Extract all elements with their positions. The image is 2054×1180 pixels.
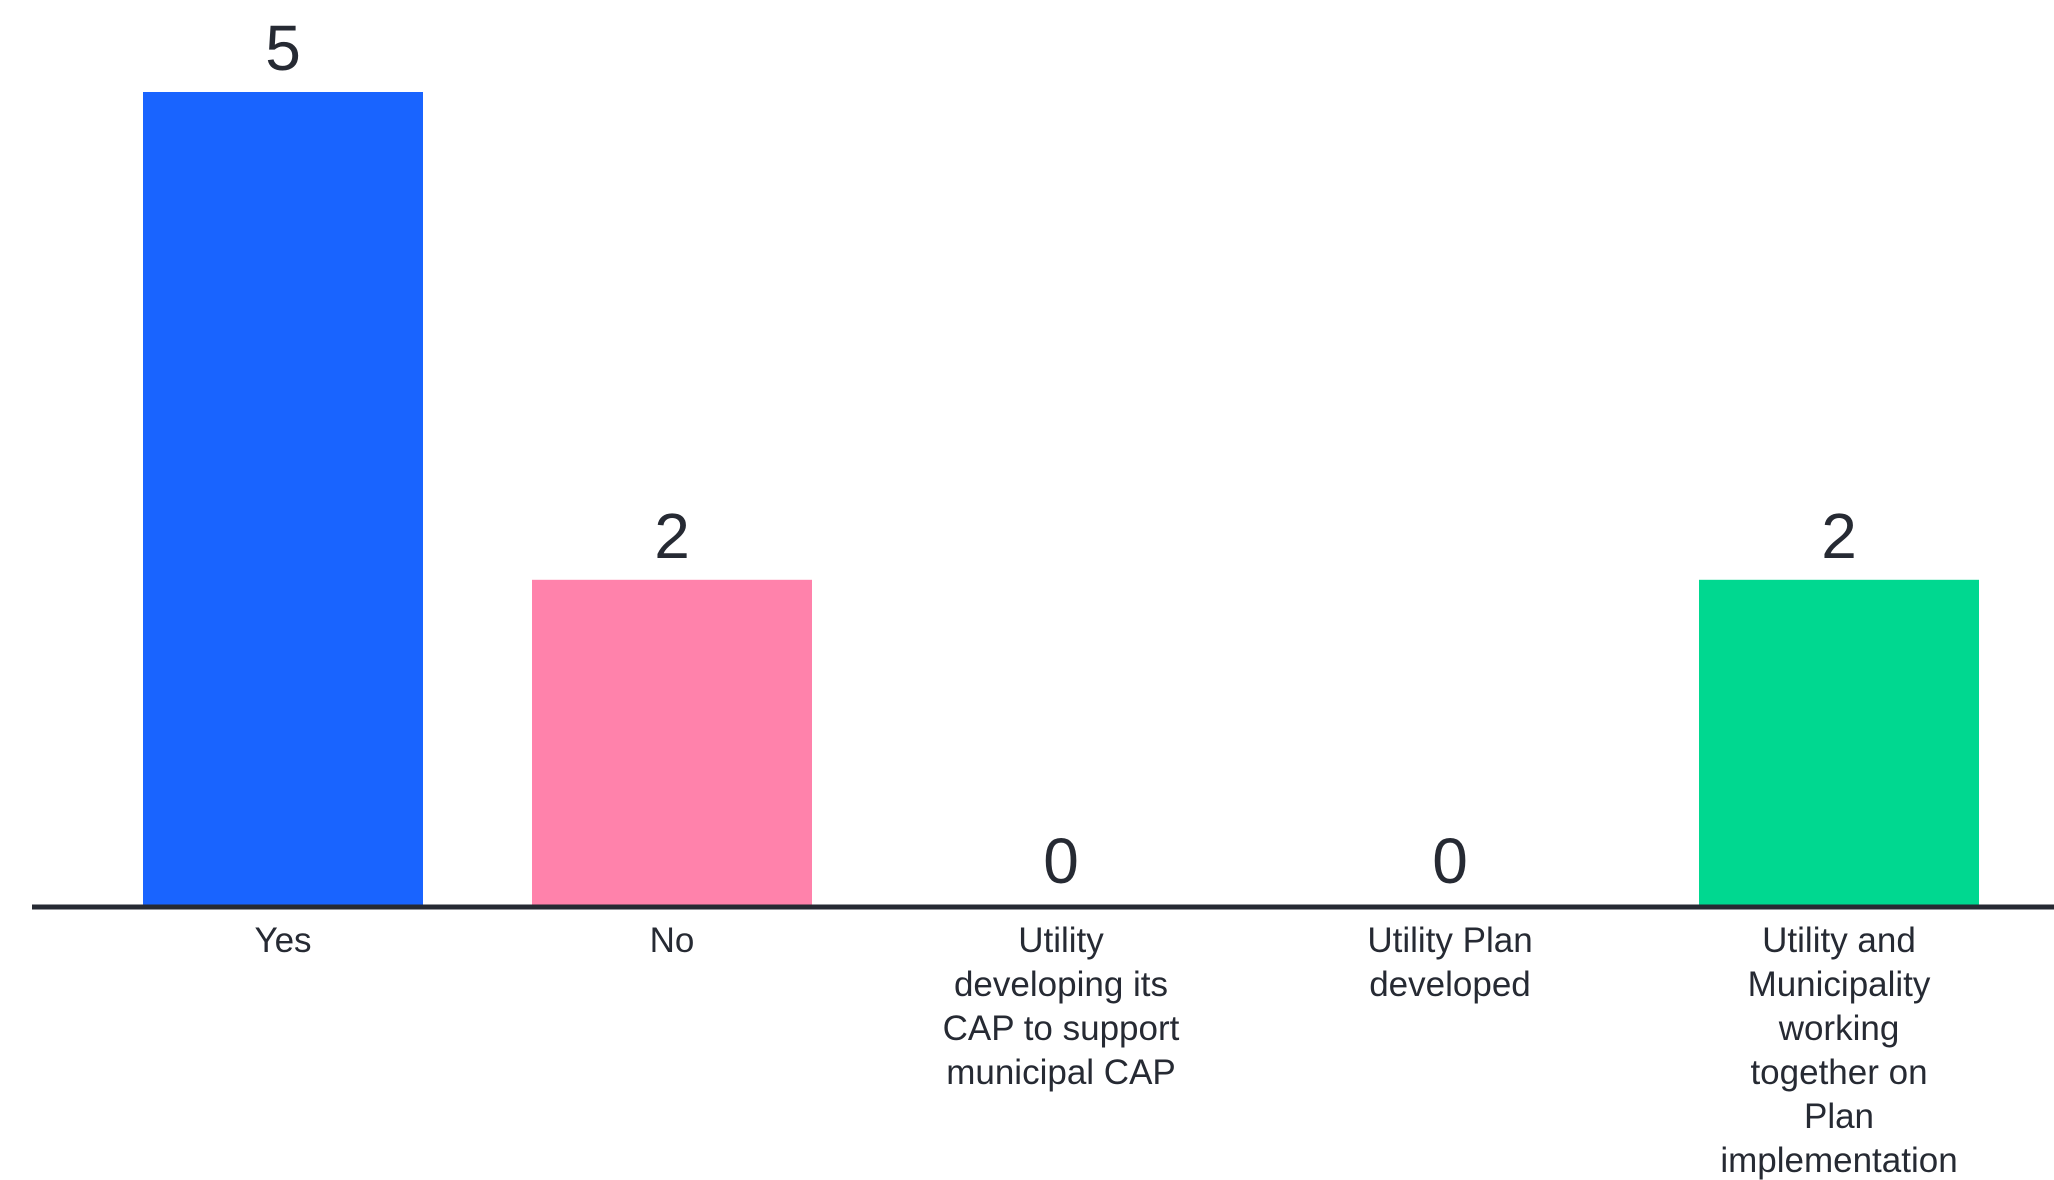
bar-yes — [143, 92, 423, 905]
tick-label-line: municipal CAP — [946, 1053, 1176, 1092]
value-label-utility-plan-developed: 0 — [1432, 825, 1468, 897]
bars — [143, 92, 1979, 905]
tick-label-line: Utility — [1018, 921, 1104, 960]
tick-label-yes: Yes — [254, 921, 311, 960]
tick-label-line: together on — [1750, 1053, 1927, 1092]
tick-label-utility-developing-its-cap-to-support-municipal-cap: Utility developing its CAP to support munic… — [943, 921, 1180, 1092]
bar-utility-and-municipality-working-together-on-plan-implementation — [1699, 579, 1979, 905]
tick-label-line: No — [650, 921, 695, 960]
tick-label-line: working — [1778, 1009, 1900, 1048]
tick-label-line: implementation — [1720, 1141, 1957, 1180]
value-label-utility-and-municipality-working-together-on-plan-implementation: 2 — [1821, 500, 1857, 572]
tick-label-utility-plan-developed: Utility Plan developed — [1367, 921, 1532, 1004]
tick-label-line: Plan — [1804, 1097, 1874, 1136]
tick-label-line: Utility and — [1762, 921, 1916, 960]
value-label-no: 2 — [654, 500, 690, 572]
value-label-utility-developing-its-cap-to-support-municipal-cap: 0 — [1043, 825, 1079, 897]
category-labels: Yes No Utility developing its CAP to support… — [254, 921, 1957, 1180]
value-label-yes: 5 — [265, 12, 301, 84]
value-labels: 5 2 0 0 2 — [265, 12, 1857, 897]
tick-label-line: developing its — [954, 965, 1168, 1004]
tick-label-utility-and-municipality-working-together-on-plan-implementation: Utility and Municipality working together o… — [1720, 921, 1957, 1180]
bar-no — [532, 579, 812, 905]
tick-label-line: Yes — [254, 921, 311, 960]
tick-label-no: No — [650, 921, 695, 960]
tick-label-line: developed — [1369, 965, 1531, 1004]
tick-label-line: CAP to support — [943, 1009, 1180, 1048]
tick-label-line: Municipality — [1748, 965, 1931, 1004]
tick-label-line: Utility Plan — [1367, 921, 1532, 960]
